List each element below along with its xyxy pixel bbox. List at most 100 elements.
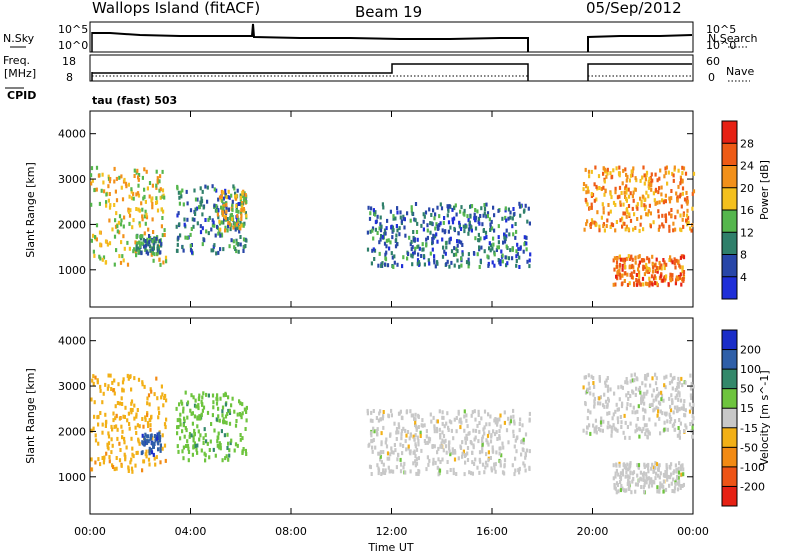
power-cell <box>627 194 631 199</box>
power-cell <box>236 188 239 193</box>
power-cell <box>158 250 161 255</box>
velocity-cell <box>635 376 638 381</box>
power-cell <box>529 252 532 257</box>
velocity-cell <box>645 472 648 477</box>
power-cell <box>404 233 407 238</box>
power-cell <box>470 204 474 209</box>
velocity-colorbar-tick-label: -50 <box>740 441 758 454</box>
power-cell <box>222 196 225 201</box>
power-cell <box>177 211 180 216</box>
velocity-cell <box>688 402 692 407</box>
power-cell <box>634 187 637 192</box>
velocity-cell <box>229 441 232 446</box>
velocity-cell <box>474 417 477 422</box>
power-cell <box>138 249 141 254</box>
power-cell <box>149 248 152 253</box>
velocity-cell <box>176 431 179 436</box>
power-cell <box>102 255 106 260</box>
velocity-cell <box>238 399 241 404</box>
velocity-cell <box>641 399 644 404</box>
power-cell <box>138 208 141 213</box>
power-cell <box>643 258 646 263</box>
power-cell <box>442 220 445 225</box>
power-cell <box>141 214 144 219</box>
power-cell <box>135 253 138 258</box>
velocity-cell <box>406 430 410 434</box>
power-cell <box>689 226 692 231</box>
velocity-cell <box>398 425 401 430</box>
power-cell <box>156 180 159 185</box>
power-cell <box>378 226 381 231</box>
velocity-cell <box>647 469 650 474</box>
power-cell <box>497 235 500 240</box>
velocity-cell <box>625 470 628 475</box>
velocity-cell <box>587 373 590 378</box>
velocity-cell <box>233 409 236 414</box>
power-cell <box>621 273 624 278</box>
velocity-cell <box>657 409 660 414</box>
velocity-colorbar-tick-label: 50 <box>740 383 754 396</box>
power-cell <box>220 220 223 225</box>
velocity-cell <box>453 417 456 422</box>
velocity-cell <box>227 408 230 413</box>
power-cell <box>235 209 238 213</box>
power-cell <box>665 165 668 170</box>
velocity-cell <box>135 414 138 419</box>
velocity-cell <box>145 441 149 445</box>
velocity-cell <box>616 416 619 421</box>
power-cell <box>153 252 156 257</box>
velocity-cell <box>393 421 396 426</box>
power-cell <box>621 263 624 268</box>
velocity-cell <box>441 421 444 426</box>
power-cell <box>682 255 686 260</box>
power-cell <box>391 235 394 240</box>
velocity-cell <box>631 410 634 415</box>
velocity-cell <box>130 401 133 406</box>
power-cell <box>159 174 162 179</box>
velocity-y-tick-label: 4000 <box>58 335 86 348</box>
velocity-cell <box>481 436 484 441</box>
power-cell <box>143 187 146 192</box>
power-cell <box>366 247 370 252</box>
power-cell <box>372 247 375 252</box>
velocity-cell <box>615 402 618 407</box>
power-colorbar-tick-label: 24 <box>740 160 754 173</box>
velocity-cell <box>204 458 207 463</box>
velocity-cell <box>645 423 648 428</box>
velocity-cell <box>662 398 665 403</box>
velocity-cell <box>369 418 372 423</box>
velocity-cell <box>199 433 202 438</box>
power-cell <box>648 276 651 281</box>
velocity-cell <box>513 421 516 426</box>
power-cell <box>439 221 442 226</box>
power-cell <box>179 233 182 238</box>
velocity-cell <box>128 375 132 379</box>
velocity-cell <box>644 374 647 378</box>
velocity-cell <box>436 429 439 434</box>
power-cell <box>631 194 634 199</box>
velocity-cell <box>640 395 643 400</box>
velocity-cell <box>512 429 515 434</box>
power-cell <box>670 196 673 201</box>
velocity-cell <box>608 411 611 416</box>
power-colorbar-tick-label: 20 <box>740 182 754 195</box>
velocity-cell <box>593 396 596 401</box>
velocity-cell <box>182 445 185 450</box>
power-cell <box>381 234 384 239</box>
power-cell <box>436 239 439 244</box>
power-cell <box>654 187 658 192</box>
velocity-cell <box>588 386 591 391</box>
velocity-cell <box>678 407 681 412</box>
power-cell <box>109 203 112 208</box>
velocity-cell <box>462 449 465 454</box>
power-cell <box>200 202 203 207</box>
velocity-cell <box>192 435 195 440</box>
velocity-cell <box>376 427 379 432</box>
velocity-cell <box>425 429 428 434</box>
power-cell <box>222 204 225 208</box>
velocity-cell <box>606 425 609 430</box>
power-cell <box>229 227 232 232</box>
power-cell <box>662 276 665 281</box>
velocity-cell <box>194 444 197 448</box>
